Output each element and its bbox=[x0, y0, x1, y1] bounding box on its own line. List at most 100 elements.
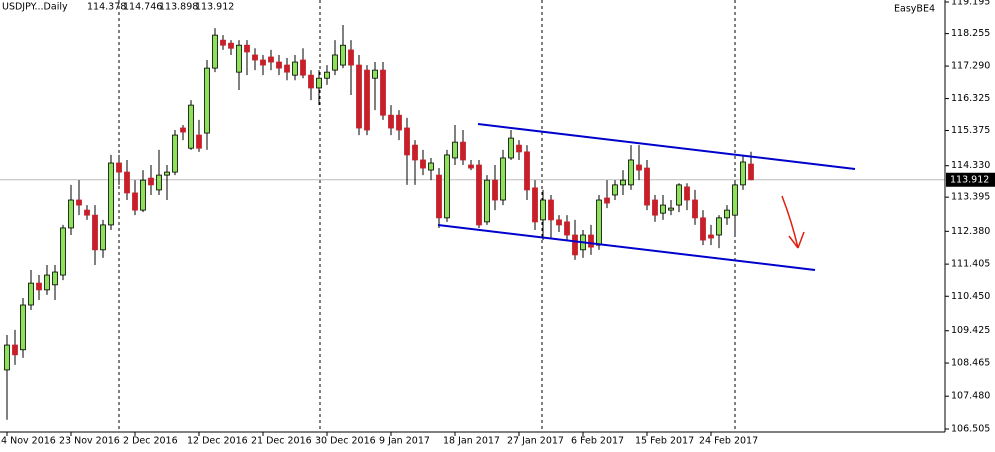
candle-body bbox=[428, 162, 434, 171]
x-tick-label: 27 Jan 2017 bbox=[507, 436, 564, 447]
candle-body bbox=[140, 179, 146, 211]
chart-title: USDJPY...Daily bbox=[2, 2, 68, 13]
candle-body bbox=[84, 209, 90, 216]
candle-body bbox=[12, 344, 18, 356]
candle-body bbox=[228, 42, 234, 49]
x-tick-label: 14 Nov 2016 bbox=[0, 436, 56, 447]
candle-body bbox=[540, 199, 546, 221]
candle-body bbox=[316, 77, 322, 89]
candle-body bbox=[716, 217, 722, 236]
y-tick-label: 112.380 bbox=[951, 226, 990, 237]
candle-body bbox=[68, 199, 74, 229]
candle-body bbox=[500, 157, 506, 201]
candle-body bbox=[356, 64, 362, 129]
candle-body bbox=[52, 271, 58, 286]
candle-body bbox=[692, 199, 698, 219]
header-high: 114.746 bbox=[123, 2, 162, 13]
candle-body bbox=[268, 56, 274, 63]
candle-body bbox=[644, 167, 650, 206]
x-tick-label: 21 Dec 2016 bbox=[251, 436, 312, 447]
candle-body bbox=[460, 141, 466, 161]
candle-body bbox=[572, 234, 578, 256]
y-tick-label: 115.375 bbox=[951, 125, 990, 136]
candle-body bbox=[284, 64, 290, 73]
x-tick-label: 9 Jan 2017 bbox=[379, 436, 430, 447]
candle-body bbox=[548, 199, 554, 221]
candle-body bbox=[156, 174, 162, 191]
candle-body bbox=[36, 282, 42, 291]
x-tick-label: 23 Nov 2016 bbox=[59, 436, 120, 447]
candle-body bbox=[628, 159, 634, 186]
candle-body bbox=[76, 199, 82, 206]
candle-body bbox=[124, 171, 130, 194]
y-tick-label: 110.450 bbox=[951, 291, 990, 302]
candle-body bbox=[60, 227, 66, 276]
candle-body bbox=[468, 164, 474, 169]
candle-body bbox=[700, 217, 706, 241]
header-open: 114.378 bbox=[87, 2, 126, 13]
header-low: 113.898 bbox=[159, 2, 198, 13]
candle-body bbox=[260, 59, 266, 66]
candle-body bbox=[612, 184, 618, 196]
candle-body bbox=[340, 44, 346, 66]
candle-body bbox=[116, 162, 122, 173]
y-tick-label: 109.425 bbox=[951, 325, 990, 336]
candle-body bbox=[588, 234, 594, 248]
candle-body bbox=[348, 49, 354, 66]
candle-body bbox=[620, 179, 626, 186]
last-price-label: 113.912 bbox=[950, 174, 989, 185]
x-tick-label: 15 Feb 2017 bbox=[635, 436, 694, 447]
candle-body bbox=[636, 164, 642, 171]
candle-body bbox=[476, 164, 482, 226]
candle-body bbox=[684, 186, 690, 201]
candle-body bbox=[380, 69, 386, 116]
candle-body bbox=[132, 192, 138, 211]
candle-body bbox=[20, 304, 26, 351]
candle-body bbox=[524, 151, 530, 191]
candle-body bbox=[740, 161, 746, 186]
x-tick-label: 12 Dec 2016 bbox=[187, 436, 248, 447]
y-tick-label: 117.290 bbox=[951, 61, 990, 72]
candle-body bbox=[724, 209, 730, 219]
candle-body bbox=[4, 344, 10, 371]
candle-body bbox=[484, 179, 490, 223]
y-tick-label: 106.505 bbox=[951, 424, 990, 435]
candle-body bbox=[420, 159, 426, 169]
candle-body bbox=[372, 69, 378, 79]
channel-lower bbox=[437, 224, 816, 271]
candle-body bbox=[404, 127, 410, 156]
candle-body bbox=[324, 71, 330, 79]
candle-body bbox=[308, 74, 314, 89]
candle-body bbox=[236, 44, 242, 73]
candle-body bbox=[676, 184, 682, 206]
candle-body bbox=[164, 171, 170, 176]
candle-body bbox=[564, 221, 570, 236]
y-tick-label: 108.465 bbox=[951, 358, 990, 369]
x-tick-label: 2 Dec 2016 bbox=[123, 436, 178, 447]
candle-body bbox=[748, 163, 754, 181]
y-tick-label: 118.255 bbox=[951, 28, 990, 39]
y-tick-label: 111.405 bbox=[951, 259, 990, 270]
candle-body bbox=[444, 154, 450, 219]
candle-body bbox=[100, 224, 106, 251]
y-tick-label: 107.480 bbox=[951, 391, 990, 402]
candle-body bbox=[292, 61, 298, 76]
candle-body bbox=[204, 67, 210, 134]
candle-body bbox=[252, 54, 258, 61]
candle-body bbox=[604, 197, 610, 204]
x-tick-label: 30 Dec 2016 bbox=[315, 436, 376, 447]
indicator-label: EasyBE4 bbox=[894, 4, 935, 15]
candle-body bbox=[28, 282, 34, 306]
y-tick-label: 113.395 bbox=[951, 192, 990, 203]
candle-body bbox=[180, 127, 186, 133]
x-tick-label: 18 Jan 2017 bbox=[443, 436, 500, 447]
candle-body bbox=[492, 179, 498, 201]
candle-body bbox=[652, 199, 658, 216]
candle-body bbox=[668, 207, 674, 211]
channel-upper bbox=[477, 123, 856, 170]
candle-body bbox=[436, 174, 442, 219]
candle-body bbox=[172, 134, 178, 173]
candle-body bbox=[708, 234, 714, 239]
y-tick-label: 114.330 bbox=[951, 160, 990, 171]
